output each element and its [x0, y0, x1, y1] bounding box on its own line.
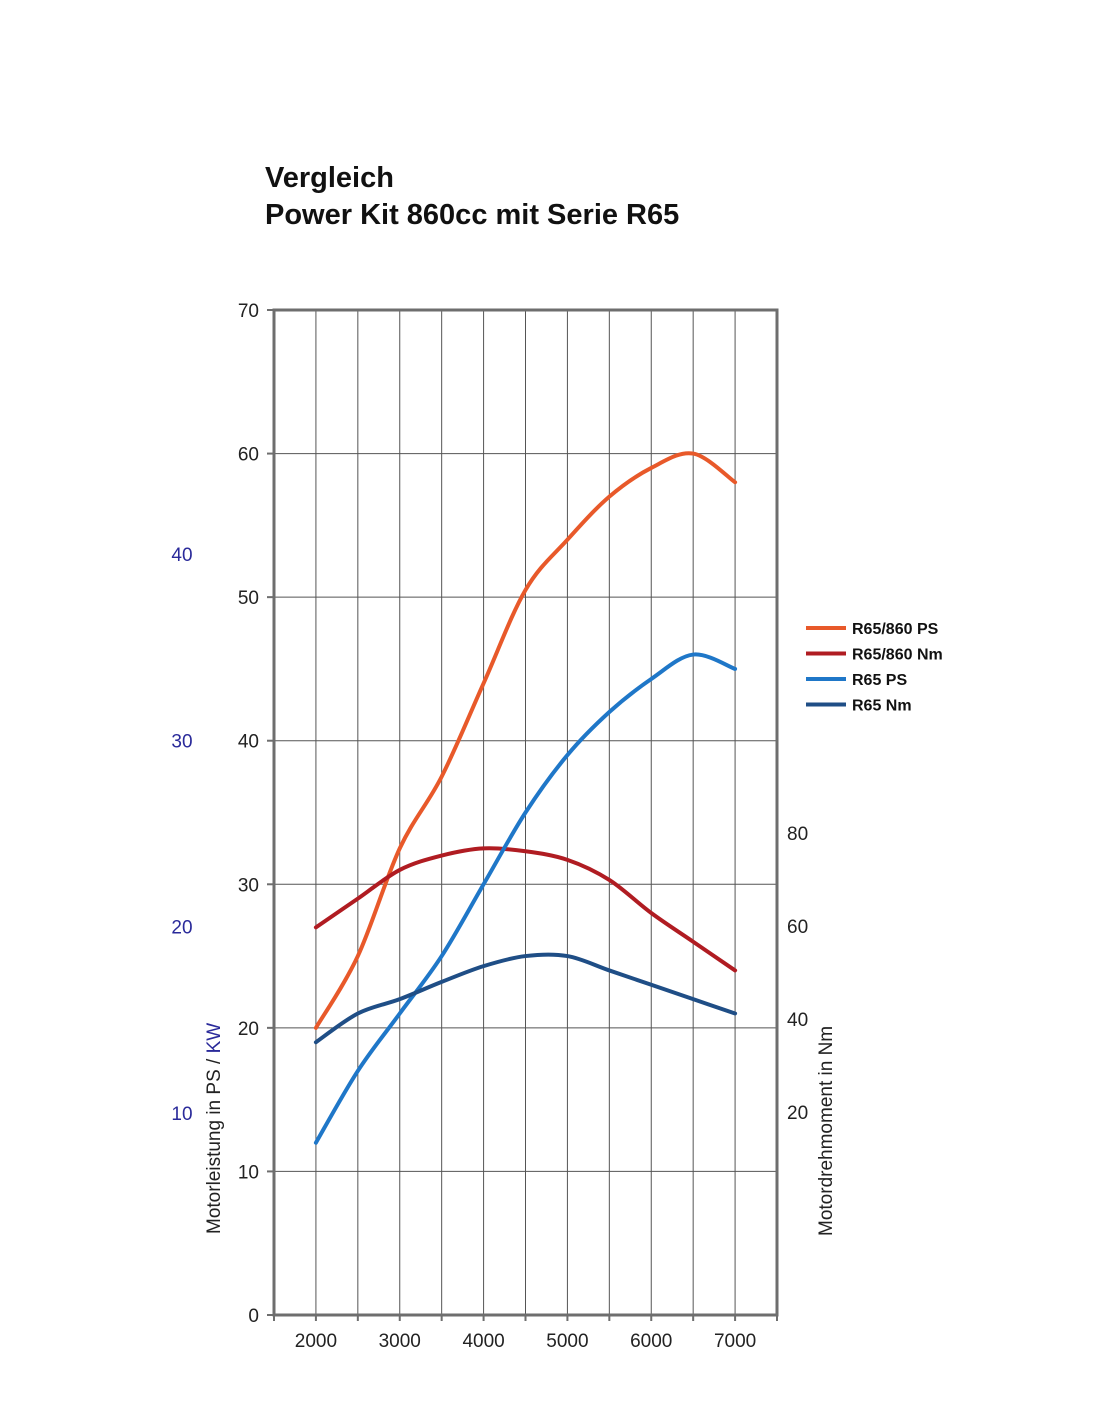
nm-tick-label: 60: [787, 917, 808, 938]
left-axis-separator: /: [204, 1053, 225, 1069]
right-axis-title: Motordrehmoment in Nm: [816, 1026, 837, 1236]
y-tick-label: 20: [238, 1019, 259, 1040]
legend-label-2: R65/860 Nm: [852, 647, 943, 664]
nm-tick-label: 20: [787, 1103, 808, 1124]
chart-title-line2: Power Kit 860cc mit Serie R65: [265, 199, 680, 231]
chart-title: Vergleich Power Kit 860cc mit Serie R65: [265, 160, 679, 234]
x-tick-label: 6000: [630, 1331, 672, 1352]
y-tick-label: 40: [238, 732, 259, 753]
kw-tick-label: 10: [171, 1104, 192, 1125]
y-tick-label: 60: [238, 445, 259, 466]
left-axis-label-kw: KW: [204, 1023, 225, 1054]
kw-tick-label: 20: [171, 918, 192, 939]
series-line-4: [313, 952, 738, 1045]
x-tick-label: 5000: [546, 1331, 588, 1352]
series-line-2: [313, 846, 738, 973]
nm-tick-label: 40: [787, 1010, 808, 1031]
series-line-3: [313, 652, 738, 1145]
x-tick-label: 4000: [462, 1331, 504, 1352]
y-tick-label: 0: [248, 1306, 259, 1327]
chart-title-line1: Vergleich: [265, 162, 394, 194]
series-line-1: [313, 451, 738, 1030]
x-tick-label: 2000: [295, 1331, 337, 1352]
y-tick-label: 30: [238, 875, 259, 896]
nm-tick-label: 80: [787, 824, 808, 845]
x-tick-label: 3000: [379, 1331, 421, 1352]
y-tick-label: 70: [238, 301, 259, 322]
kw-tick-label: 30: [171, 731, 192, 752]
left-axis-title: Motorleistung in PS / KW: [204, 1023, 225, 1234]
x-tick-label: 7000: [714, 1331, 756, 1352]
legend-label-3: R65 PS: [852, 672, 907, 689]
legend-label-4: R65 Nm: [852, 698, 912, 715]
y-tick-label: 10: [238, 1162, 259, 1183]
y-tick-label: 50: [238, 588, 259, 609]
kw-tick-label: 40: [171, 545, 192, 566]
legend-label-1: R65/860 PS: [852, 621, 939, 638]
left-axis-label-ps: Motorleistung in PS: [204, 1069, 225, 1234]
